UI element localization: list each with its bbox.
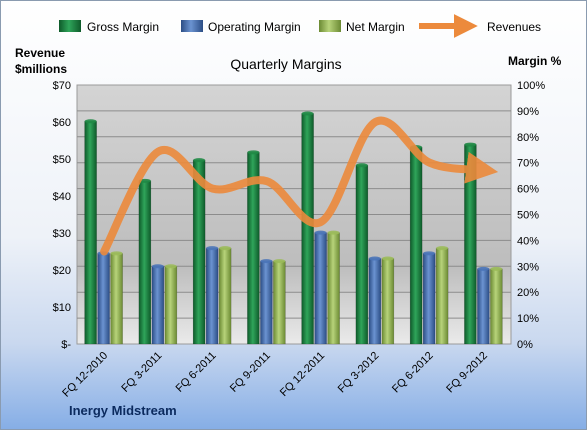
bar-cap-operating-margin <box>368 256 381 261</box>
left-axis-title-line1: Revenue <box>15 46 65 60</box>
bar-cap-operating-margin <box>151 264 164 269</box>
bar-net-margin[interactable] <box>327 232 340 345</box>
legend-label-operating-margin: Operating Margin <box>208 20 301 34</box>
bar-cap-operating-margin <box>423 251 436 256</box>
right-tick-label: 80% <box>517 132 539 144</box>
left-tick-label: $30 <box>53 228 71 240</box>
bar-net-margin[interactable] <box>164 266 178 345</box>
left-tick-label: $20 <box>53 265 71 277</box>
bar-cap-net-margin <box>490 266 503 271</box>
bar-operating-margin[interactable] <box>422 253 436 345</box>
right-tick-label: 0% <box>517 339 533 351</box>
bar-gross-margin[interactable] <box>355 165 369 345</box>
bar-cap-gross-margin <box>464 142 477 147</box>
right-tick-label: 100% <box>517 80 545 92</box>
line-layer <box>100 116 499 256</box>
bar-cap-gross-margin <box>84 119 97 124</box>
category-label: FQ 9-2012 <box>444 350 490 396</box>
bar-net-margin[interactable] <box>490 268 503 345</box>
bar-cap-net-margin <box>273 259 286 264</box>
bar-operating-margin[interactable] <box>477 268 490 345</box>
bar-operating-margin[interactable] <box>314 232 327 345</box>
right-tick-label: 10% <box>517 313 539 325</box>
left-axis-title-line2: $millions <box>15 62 67 76</box>
left-tick-label: $70 <box>53 80 71 92</box>
legend: Gross Margin Operating Margin Net Margin… <box>59 14 541 38</box>
left-tick-label: $60 <box>53 117 71 129</box>
legend-label-revenues: Revenues <box>487 20 541 34</box>
legend-item-operating-margin[interactable]: Operating Margin <box>181 20 301 34</box>
category-label: FQ 6-2011 <box>174 350 219 395</box>
bar-cap-gross-margin <box>301 111 314 116</box>
legend-item-revenues[interactable]: Revenues <box>419 14 541 38</box>
bar-cap-net-margin <box>164 264 177 269</box>
bar-net-margin[interactable] <box>110 253 123 345</box>
company-name: Inergy Midstream <box>69 403 177 418</box>
legend-swatch-gross-margin <box>59 20 81 32</box>
bar-cap-operating-margin <box>314 230 327 235</box>
bar-operating-margin[interactable] <box>368 258 382 345</box>
bar-operating-margin[interactable] <box>260 260 273 345</box>
right-tick-label: 40% <box>517 235 539 247</box>
chart-title: Quarterly Margins <box>230 56 341 72</box>
bar-gross-margin[interactable] <box>84 121 97 345</box>
bar-cap-gross-margin <box>247 150 260 155</box>
bar-operating-margin[interactable] <box>97 253 110 345</box>
left-tick-label: $40 <box>53 191 71 203</box>
right-tick-label: 20% <box>517 287 539 299</box>
legend-swatch-operating-margin <box>181 20 203 32</box>
bar-cap-net-margin <box>110 251 123 256</box>
bar-gross-margin[interactable] <box>301 113 314 345</box>
right-tick-label: 90% <box>517 106 539 118</box>
bar-operating-margin[interactable] <box>205 247 219 345</box>
bar-cap-net-margin <box>219 246 232 251</box>
bar-gross-margin[interactable] <box>138 180 152 345</box>
bar-cap-net-margin <box>327 230 340 235</box>
right-tick-label: 50% <box>517 210 539 222</box>
bar-gross-margin[interactable] <box>464 144 477 345</box>
right-tick-label: 70% <box>517 158 539 170</box>
bar-cap-net-margin <box>381 256 394 261</box>
bar-net-margin[interactable] <box>381 258 395 345</box>
bar-gross-margin[interactable] <box>409 146 423 345</box>
bar-net-margin[interactable] <box>218 247 232 345</box>
category-label: FQ 9-2011 <box>228 350 273 395</box>
bar-cap-operating-margin <box>206 246 219 251</box>
legend-item-net-margin[interactable]: Net Margin <box>319 20 405 34</box>
bar-cap-operating-margin <box>477 266 490 271</box>
category-label: FQ 3-2011 <box>119 350 164 395</box>
bar-cap-gross-margin <box>355 163 368 168</box>
category-label: FQ 12-2010 <box>60 350 110 400</box>
bar-cap-gross-margin <box>193 158 206 163</box>
left-tick-label: $- <box>61 339 71 351</box>
bar-operating-margin[interactable] <box>151 266 165 345</box>
bar-cap-net-margin <box>436 246 449 251</box>
legend-swatch-net-margin <box>319 20 341 32</box>
right-tick-label: 60% <box>517 184 539 196</box>
right-axis-title: Margin % <box>508 54 562 68</box>
left-tick-label: $10 <box>53 302 71 314</box>
category-label: FQ 12-2011 <box>278 350 327 399</box>
legend-label-gross-margin: Gross Margin <box>87 20 159 34</box>
bar-cap-operating-margin <box>260 259 273 264</box>
right-tick-label: 30% <box>517 261 539 273</box>
bar-net-margin[interactable] <box>435 247 449 345</box>
left-tick-label: $50 <box>53 154 71 166</box>
category-label: FQ 3-2012 <box>336 350 382 396</box>
bar-net-margin[interactable] <box>273 260 286 345</box>
legend-item-gross-margin[interactable]: Gross Margin <box>59 20 159 34</box>
legend-label-net-margin: Net Margin <box>346 20 405 34</box>
category-label: FQ 6-2012 <box>390 350 436 396</box>
